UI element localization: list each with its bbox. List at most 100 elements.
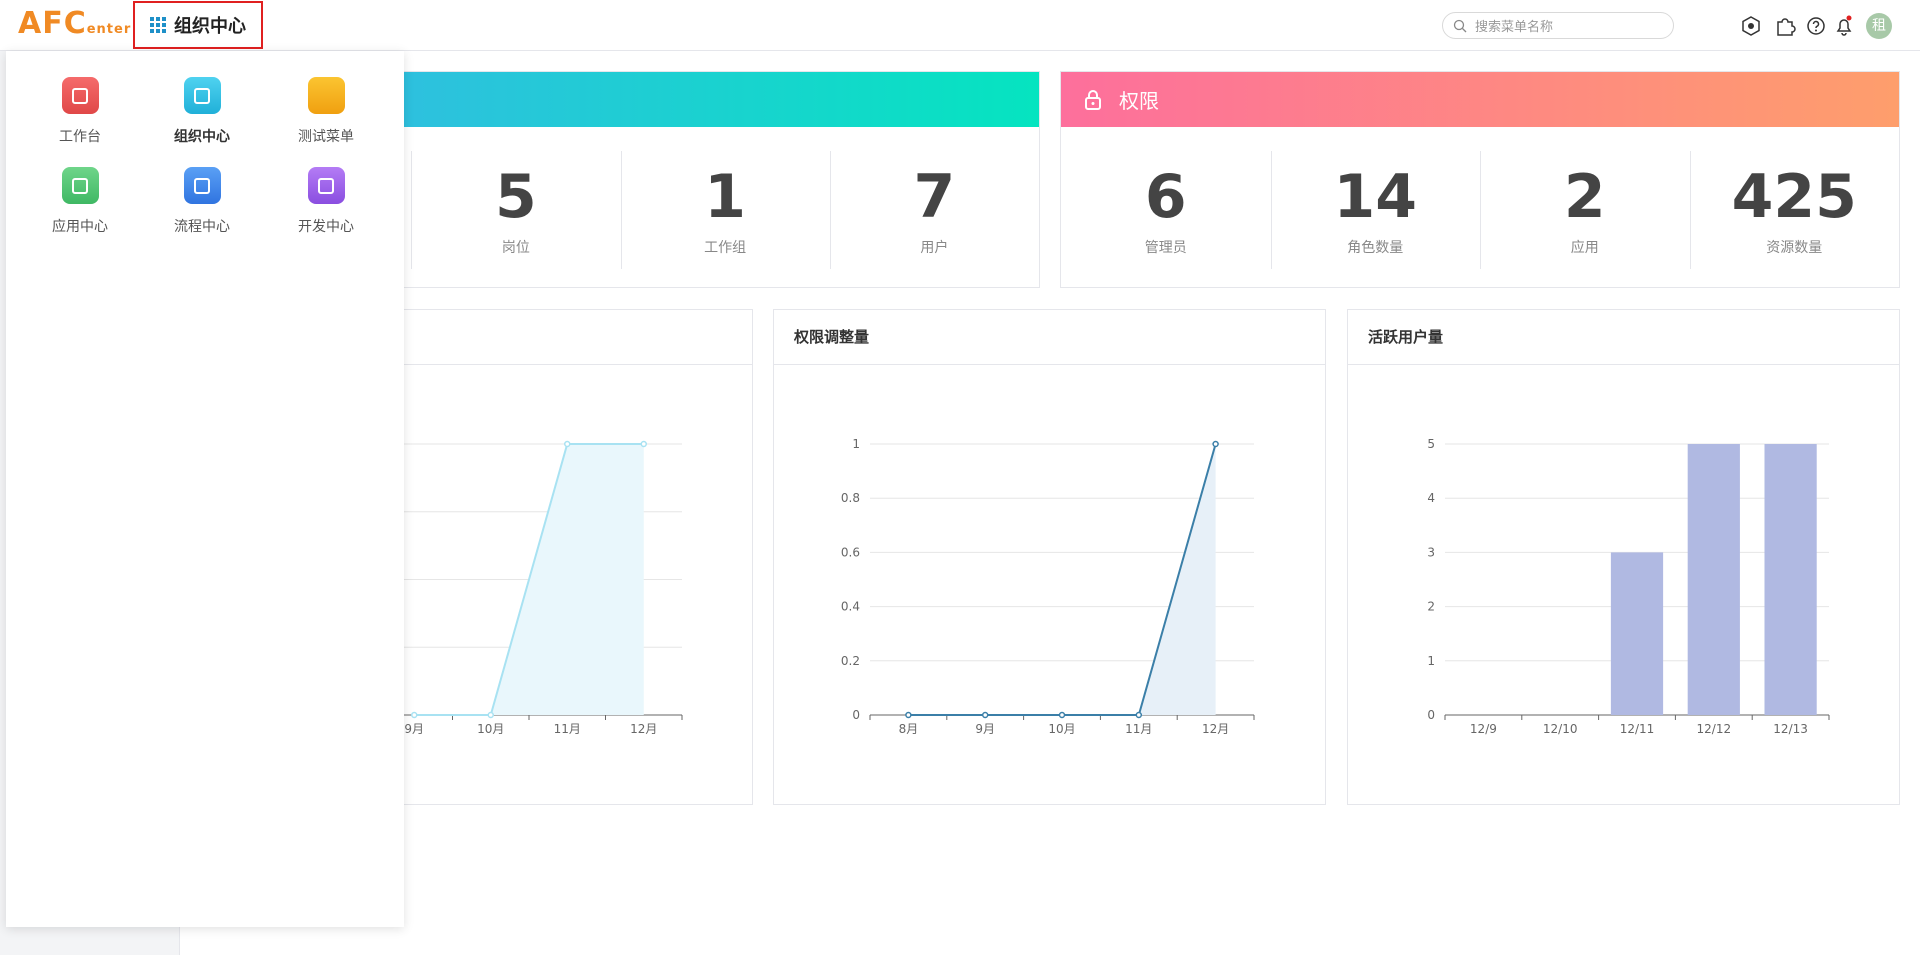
x-tick-label: 12/9: [1470, 722, 1497, 736]
search-icon: [1453, 19, 1467, 33]
chart-title: 活跃用户量: [1368, 328, 1444, 346]
menu-item-label: 开发中心: [298, 219, 354, 235]
card-header: 权限: [1061, 72, 1899, 127]
y-tick-label: 0.2: [841, 654, 860, 668]
stat: 2 应用: [1480, 127, 1690, 289]
search-placeholder: 搜索菜单名称: [1475, 20, 1554, 35]
menu-item-label: 工作台: [59, 129, 101, 145]
menu-item[interactable]: 开发中心: [271, 167, 381, 236]
y-tick-label: 0: [1427, 708, 1435, 722]
y-tick-label: 0.4: [841, 600, 860, 614]
menu-item-label: 测试菜单: [298, 129, 354, 145]
y-tick-label: 5: [1427, 437, 1435, 451]
stat-value: 2: [1563, 162, 1606, 232]
stat: 5 岗位: [411, 127, 620, 289]
menu-item[interactable]: 工作台: [25, 77, 135, 146]
x-tick-label: 8月: [899, 722, 919, 736]
avatar[interactable]: 租: [1866, 13, 1892, 39]
bar: [1687, 444, 1740, 715]
menu-item-label: 应用中心: [52, 219, 108, 235]
stat-label: 用户: [920, 240, 949, 256]
y-tick-label: 2: [1427, 600, 1435, 614]
x-tick-label: 12月: [630, 722, 657, 736]
stat-value: 7: [913, 162, 956, 232]
point: [981, 711, 989, 719]
point: [411, 711, 418, 719]
stat: 425 资源数量: [1689, 127, 1900, 289]
menu-button-label: 组织中心: [174, 16, 246, 37]
y-tick-label: 1: [852, 437, 860, 451]
x-tick-label: 10月: [477, 722, 504, 736]
x-tick-label: 12月: [1202, 722, 1229, 736]
x-tick-label: 9月: [404, 722, 424, 736]
x-tick-label: 10月: [1048, 722, 1075, 736]
card-title: 权限: [1119, 89, 1159, 113]
stat: 14 角色数量: [1270, 127, 1481, 289]
x-tick-label: 12/13: [1773, 722, 1808, 736]
x-tick-label: 9月: [975, 722, 995, 736]
stat-value: 6: [1144, 162, 1187, 232]
y-tick-label: 1: [1427, 654, 1435, 668]
menu-panel: 工作台 组织中心 测试菜单 应用中心 流程中心 开发中心: [6, 51, 404, 927]
grid-icon: [150, 17, 166, 33]
menu-button[interactable]: 组织中心: [133, 1, 263, 49]
stat: 1 工作组: [620, 127, 830, 289]
menu-item[interactable]: 应用中心: [25, 167, 135, 236]
logo-main: AFC: [18, 6, 87, 41]
menu-item-label: 组织中心: [174, 129, 230, 145]
point: [1135, 711, 1143, 719]
x-tick-label: 12/12: [1697, 722, 1732, 736]
stat: 7 用户: [829, 127, 1039, 289]
menu-item[interactable]: 组织中心: [147, 77, 257, 146]
bar: [1764, 444, 1817, 715]
area: [908, 444, 1216, 715]
bell-icon[interactable]: [1833, 15, 1855, 37]
stat-value: 425: [1731, 162, 1857, 232]
bar: [1610, 552, 1664, 715]
ai-icon[interactable]: [1740, 15, 1762, 37]
y-tick-label: 3: [1427, 545, 1435, 559]
help-icon[interactable]: [1805, 15, 1827, 37]
stat-label: 资源数量: [1766, 240, 1823, 256]
menu-item[interactable]: 测试菜单: [271, 77, 381, 146]
chart: 0 0.2 0.4 0.6 0.8 1 8月 9月 10月 11月 12月: [841, 437, 1255, 736]
logo[interactable]: AFCenter: [18, 6, 131, 41]
logo-sub: enter: [86, 22, 132, 37]
top-bar: AFCenter 组织中心 搜索菜单名称 租: [0, 0, 1920, 51]
plugin-icon[interactable]: [1774, 15, 1796, 37]
line: [414, 443, 644, 716]
search-input[interactable]: 搜索菜单名称: [1442, 12, 1674, 39]
x-tick-label: 12/10: [1543, 722, 1578, 736]
chart-card: 活跃用户量 0 1 2 3 4 5 12/9 12/10 12/11 12/12 12/13: [1347, 309, 1900, 805]
lock-icon: [1085, 89, 1101, 110]
y-tick-label: 0.6: [841, 545, 860, 559]
stat-value: 5: [495, 162, 537, 232]
x-tick-label: 11月: [554, 722, 581, 736]
stat-label: 岗位: [501, 240, 530, 256]
stat-label: 角色数量: [1347, 240, 1404, 256]
stat-label: 工作组: [704, 240, 747, 256]
y-tick-label: 0: [852, 708, 860, 722]
x-tick-label: 12/11: [1620, 722, 1655, 736]
point: [487, 711, 494, 719]
perm-card: 权限 6 管理员 14 角色数量 2 应用 425 资源数量: [1060, 71, 1900, 288]
stat-value: 14: [1333, 162, 1418, 232]
stat-label: 管理员: [1144, 240, 1187, 256]
chart-card: 权限调整量 0 0.2 0.4 0.6 0.8 1 8月 9月 10月 11月 12月: [773, 309, 1326, 805]
chart: 9月 10月 11月 12月: [375, 440, 683, 736]
point: [1212, 440, 1219, 448]
menu-item[interactable]: 流程中心: [147, 167, 257, 236]
point: [564, 440, 571, 448]
stat: 6 管理员: [1061, 127, 1271, 289]
point: [1058, 711, 1066, 719]
x-tick-label: 11月: [1125, 722, 1152, 736]
chart: 0 1 2 3 4 5 12/9 12/10 12/11 12/12 12/13: [1427, 437, 1830, 736]
point: [905, 711, 912, 719]
stat-label: 应用: [1570, 240, 1599, 256]
stat-value: 1: [704, 162, 746, 232]
menu-item-label: 流程中心: [174, 219, 230, 235]
y-tick-label: 0.8: [841, 491, 860, 505]
point: [640, 440, 647, 448]
chart-title: 权限调整量: [794, 328, 870, 346]
